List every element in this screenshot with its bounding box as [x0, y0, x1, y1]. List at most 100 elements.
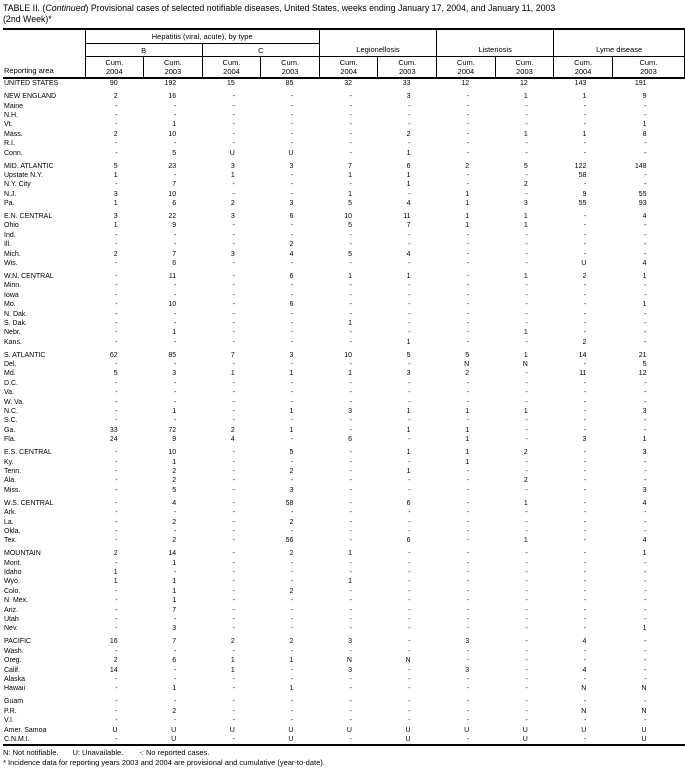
- table-cell: -: [115, 361, 118, 369]
- table-cell: -: [232, 379, 235, 387]
- table-cell: -: [466, 329, 470, 337]
- table-cell: -: [408, 638, 411, 646]
- table-cell: -: [291, 140, 294, 148]
- table-cell: -: [115, 698, 118, 706]
- table-cell: -: [349, 698, 352, 706]
- table-cell: -: [115, 509, 118, 517]
- row-label: Idaho: [4, 569, 22, 577]
- table-row: S. Dak. - - - - 1 - - - - -: [3, 319, 685, 328]
- table-cell: 6: [172, 657, 177, 665]
- table-cell: 14: [109, 666, 118, 674]
- header-row-cumulative: Cum. 2004 Cum. 2003 Cum. 2004 Cum. 2003 Cum. 2004…: [3, 56, 685, 79]
- table-cell: U: [581, 726, 587, 734]
- table-cell: -: [584, 587, 587, 595]
- table-cell: -: [349, 282, 352, 290]
- table-cell: -: [525, 319, 528, 327]
- table-cell: -: [584, 213, 587, 221]
- table-cell: -: [291, 181, 294, 189]
- table-cell: -: [291, 338, 294, 346]
- table-cell: -: [349, 675, 352, 683]
- table-cell: 1: [582, 93, 587, 101]
- table-cell: -: [408, 587, 411, 595]
- table-cell: -: [525, 666, 528, 674]
- table-row: Wash. - - - - - - - - - -: [3, 647, 685, 656]
- row-label: Calif.: [4, 666, 20, 674]
- table-row: Conn. - 5 U U - 1 - - - -: [3, 148, 685, 157]
- table-cell: 55: [638, 190, 647, 198]
- table-cell: -: [584, 578, 587, 586]
- table-cell: -: [232, 587, 235, 595]
- table-cell: -: [232, 616, 235, 624]
- row-label: Mass.: [4, 130, 23, 138]
- table-cell: -: [466, 527, 470, 535]
- table-cell: 1: [523, 222, 528, 230]
- table-cell: 1: [113, 200, 118, 208]
- table-cell: N: [581, 685, 587, 693]
- table-cell: 3: [642, 408, 647, 416]
- table-cell: -: [466, 272, 470, 280]
- table-cell: -: [584, 518, 587, 526]
- table-cell: -: [525, 426, 528, 434]
- table-cell: 3: [113, 190, 118, 198]
- table-cell: -: [584, 379, 587, 387]
- table-cell: 1: [523, 537, 528, 545]
- table-cell: -: [525, 458, 528, 466]
- table-cell: -: [291, 666, 294, 674]
- table-cell: -: [525, 241, 528, 249]
- table-cell: 4: [289, 250, 294, 258]
- table-cell: -: [584, 647, 587, 655]
- table-cell: -: [408, 559, 411, 567]
- table-cell: -: [584, 231, 587, 239]
- table-cell: 2: [172, 537, 177, 545]
- table-cell: U: [288, 726, 294, 734]
- table-cell: -: [291, 647, 294, 655]
- table-cell: -: [525, 550, 528, 558]
- table-cell: -: [232, 389, 235, 397]
- table-cell: -: [466, 625, 470, 633]
- table-cell: -: [466, 657, 470, 665]
- table-cell: -: [232, 569, 235, 577]
- table-cell: 3: [582, 436, 587, 444]
- table-cell: 2: [230, 426, 235, 434]
- table-cell: 1: [172, 408, 177, 416]
- table-cell: -: [466, 291, 470, 299]
- table-cell: -: [466, 647, 470, 655]
- table-cell: -: [408, 685, 411, 693]
- table-cell: -: [644, 140, 647, 148]
- table-cell: -: [466, 685, 470, 693]
- table-cell: -: [408, 417, 411, 425]
- table-cell: -: [408, 361, 411, 369]
- table-cell: -: [584, 735, 587, 743]
- table-cell: -: [115, 231, 118, 239]
- table-cell: 6: [289, 272, 294, 280]
- table-cell: 1: [406, 149, 411, 157]
- row-label: Mo.: [4, 301, 16, 309]
- table-cell: 5: [113, 162, 118, 170]
- table-cell: 4: [582, 638, 587, 646]
- table-cell: -: [173, 310, 177, 318]
- table-cell: 1: [642, 121, 647, 129]
- table-cell: -: [291, 717, 294, 725]
- table-row: PACIFIC 16 7 2 2 3 - 3 - 4 -: [3, 637, 685, 646]
- table-cell: -: [349, 93, 352, 101]
- table-cell: -: [466, 675, 470, 683]
- row-label: PACIFIC: [4, 638, 32, 646]
- table-cell: 3: [348, 408, 352, 416]
- table-cell: 1: [642, 272, 647, 280]
- table-cell: -: [291, 509, 294, 517]
- table-cell: -: [349, 181, 352, 189]
- table-cell: -: [232, 190, 235, 198]
- row-label: D.C.: [4, 379, 18, 387]
- table-cell: U: [405, 735, 411, 743]
- row-label: N.H.: [4, 111, 18, 119]
- table-row: N.J. 3 10 - - 1 - 1 - 9 55: [3, 189, 685, 198]
- table-cell: U: [581, 260, 587, 267]
- table-cell: -: [173, 389, 177, 397]
- row-label: Ohio: [4, 222, 19, 230]
- table-cell: 1: [172, 121, 177, 129]
- table-cell: 6: [172, 260, 177, 267]
- asterisk-footnote: * Incidence data for reporting years 200…: [3, 758, 325, 768]
- table-row: P.R. - 2 - - - - - - N N: [3, 707, 685, 716]
- table-cell: -: [291, 398, 294, 406]
- column-subgroup-hepatitis-c: C: [201, 43, 320, 57]
